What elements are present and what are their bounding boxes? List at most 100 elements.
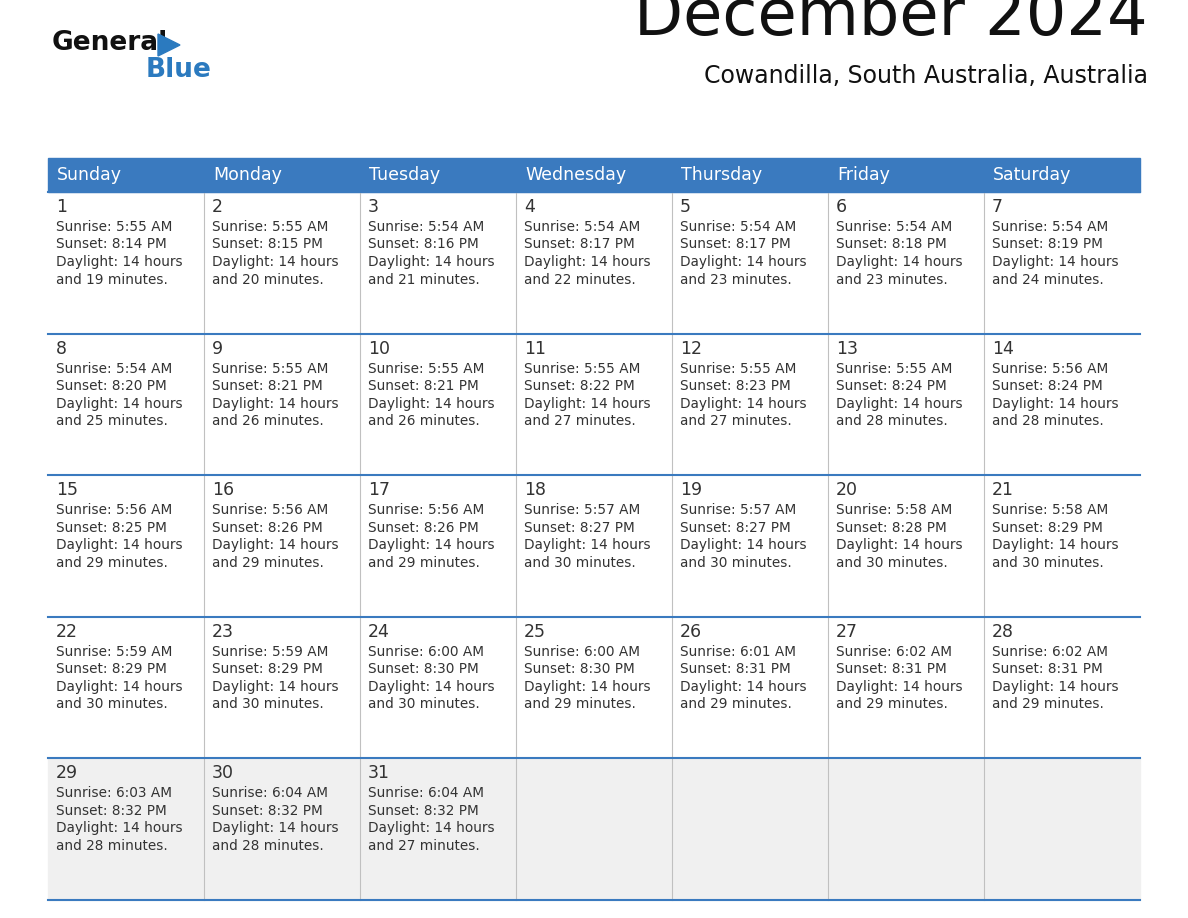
Text: 7: 7 [992,198,1003,216]
Text: Blue: Blue [146,57,211,83]
Text: Sunrise: 6:00 AM: Sunrise: 6:00 AM [368,644,484,659]
Text: Sunset: 8:18 PM: Sunset: 8:18 PM [836,238,947,252]
Text: 22: 22 [56,622,78,641]
Text: Tuesday: Tuesday [369,166,440,184]
Text: Sunset: 8:21 PM: Sunset: 8:21 PM [368,379,479,393]
Text: Sunset: 8:20 PM: Sunset: 8:20 PM [56,379,166,393]
Text: 12: 12 [680,340,702,358]
Text: 9: 9 [211,340,223,358]
Text: Sunset: 8:30 PM: Sunset: 8:30 PM [368,662,479,677]
Text: and 29 minutes.: and 29 minutes. [680,698,792,711]
Text: Saturday: Saturday [993,166,1072,184]
Text: and 29 minutes.: and 29 minutes. [368,555,480,570]
Text: Daylight: 14 hours: Daylight: 14 hours [56,680,183,694]
Text: Sunset: 8:28 PM: Sunset: 8:28 PM [836,521,947,534]
Text: and 30 minutes.: and 30 minutes. [368,698,480,711]
Text: Sunset: 8:22 PM: Sunset: 8:22 PM [524,379,634,393]
Text: Daylight: 14 hours: Daylight: 14 hours [524,680,651,694]
Text: and 23 minutes.: and 23 minutes. [836,273,948,286]
Text: and 29 minutes.: and 29 minutes. [992,698,1104,711]
Polygon shape [48,333,1140,476]
Text: 13: 13 [836,340,858,358]
Text: Sunset: 8:24 PM: Sunset: 8:24 PM [836,379,947,393]
Text: 6: 6 [836,198,847,216]
Text: and 30 minutes.: and 30 minutes. [992,555,1104,570]
Text: Sunrise: 6:04 AM: Sunrise: 6:04 AM [211,787,328,800]
Text: 1: 1 [56,198,67,216]
Polygon shape [158,34,181,56]
Text: Sunset: 8:16 PM: Sunset: 8:16 PM [368,238,479,252]
Text: Sunset: 8:26 PM: Sunset: 8:26 PM [368,521,479,534]
Text: 2: 2 [211,198,223,216]
Text: Sunrise: 5:59 AM: Sunrise: 5:59 AM [56,644,172,659]
Text: and 20 minutes.: and 20 minutes. [211,273,324,286]
Text: Daylight: 14 hours: Daylight: 14 hours [56,822,183,835]
Text: and 28 minutes.: and 28 minutes. [56,839,168,853]
Text: 19: 19 [680,481,702,499]
Text: 15: 15 [56,481,78,499]
Text: and 30 minutes.: and 30 minutes. [680,555,791,570]
Text: Sunrise: 5:55 AM: Sunrise: 5:55 AM [211,362,328,375]
Text: Sunset: 8:29 PM: Sunset: 8:29 PM [211,662,323,677]
Text: Sunset: 8:14 PM: Sunset: 8:14 PM [56,238,166,252]
Text: Sunset: 8:29 PM: Sunset: 8:29 PM [56,662,166,677]
Text: December 2024: December 2024 [634,0,1148,48]
Text: Sunrise: 5:55 AM: Sunrise: 5:55 AM [211,220,328,234]
Text: Sunrise: 5:54 AM: Sunrise: 5:54 AM [836,220,953,234]
Text: Sunrise: 5:56 AM: Sunrise: 5:56 AM [56,503,172,517]
Text: Sunset: 8:23 PM: Sunset: 8:23 PM [680,379,791,393]
Text: Sunrise: 5:58 AM: Sunrise: 5:58 AM [836,503,953,517]
Text: Daylight: 14 hours: Daylight: 14 hours [368,680,494,694]
Text: Daylight: 14 hours: Daylight: 14 hours [680,538,807,553]
Text: Daylight: 14 hours: Daylight: 14 hours [836,538,962,553]
Text: Sunset: 8:31 PM: Sunset: 8:31 PM [836,662,947,677]
Text: 21: 21 [992,481,1015,499]
Text: Sunrise: 6:04 AM: Sunrise: 6:04 AM [368,787,484,800]
Text: Sunday: Sunday [57,166,122,184]
Text: Sunrise: 5:54 AM: Sunrise: 5:54 AM [56,362,172,375]
Text: and 22 minutes.: and 22 minutes. [524,273,636,286]
Text: and 28 minutes.: and 28 minutes. [211,839,324,853]
Text: and 26 minutes.: and 26 minutes. [211,414,324,428]
Text: Sunrise: 5:56 AM: Sunrise: 5:56 AM [211,503,328,517]
Text: and 26 minutes.: and 26 minutes. [368,414,480,428]
Text: and 29 minutes.: and 29 minutes. [524,698,636,711]
Text: Sunrise: 5:55 AM: Sunrise: 5:55 AM [368,362,485,375]
Text: Sunrise: 5:55 AM: Sunrise: 5:55 AM [836,362,953,375]
Text: Daylight: 14 hours: Daylight: 14 hours [211,255,339,269]
Text: 23: 23 [211,622,234,641]
Text: Sunrise: 5:56 AM: Sunrise: 5:56 AM [992,362,1108,375]
Text: 11: 11 [524,340,546,358]
Text: 17: 17 [368,481,390,499]
Text: and 28 minutes.: and 28 minutes. [992,414,1104,428]
Text: 26: 26 [680,622,702,641]
Text: 18: 18 [524,481,546,499]
Text: Daylight: 14 hours: Daylight: 14 hours [680,397,807,410]
Text: Sunset: 8:32 PM: Sunset: 8:32 PM [56,804,166,818]
Polygon shape [48,158,1140,192]
Text: Daylight: 14 hours: Daylight: 14 hours [992,680,1119,694]
Text: Monday: Monday [213,166,282,184]
Polygon shape [48,476,1140,617]
Text: and 29 minutes.: and 29 minutes. [211,555,324,570]
Polygon shape [48,192,1140,333]
Text: Wednesday: Wednesday [525,166,626,184]
Text: Daylight: 14 hours: Daylight: 14 hours [680,255,807,269]
Text: General: General [52,30,169,56]
Text: Daylight: 14 hours: Daylight: 14 hours [992,255,1119,269]
Text: Sunset: 8:15 PM: Sunset: 8:15 PM [211,238,323,252]
Text: Daylight: 14 hours: Daylight: 14 hours [836,397,962,410]
Text: 31: 31 [368,765,390,782]
Text: Daylight: 14 hours: Daylight: 14 hours [524,538,651,553]
Text: Daylight: 14 hours: Daylight: 14 hours [56,538,183,553]
Text: Daylight: 14 hours: Daylight: 14 hours [368,822,494,835]
Text: Daylight: 14 hours: Daylight: 14 hours [836,680,962,694]
Text: Sunrise: 5:55 AM: Sunrise: 5:55 AM [524,362,640,375]
Text: Sunset: 8:30 PM: Sunset: 8:30 PM [524,662,634,677]
Text: Sunset: 8:32 PM: Sunset: 8:32 PM [368,804,479,818]
Text: Sunset: 8:17 PM: Sunset: 8:17 PM [680,238,791,252]
Text: Daylight: 14 hours: Daylight: 14 hours [211,538,339,553]
Text: Sunrise: 5:57 AM: Sunrise: 5:57 AM [680,503,796,517]
Polygon shape [48,758,1140,900]
Text: Cowandilla, South Australia, Australia: Cowandilla, South Australia, Australia [704,64,1148,88]
